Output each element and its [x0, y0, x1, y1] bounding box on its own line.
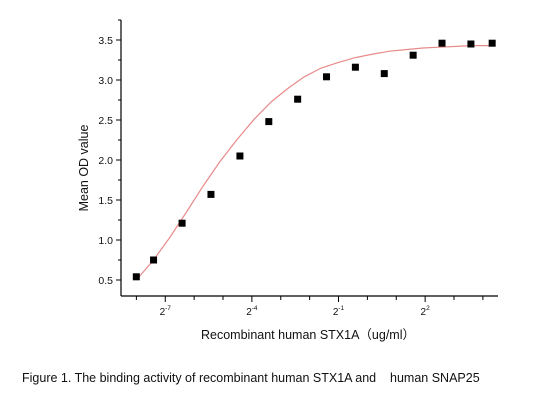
x-axis-label: Recombinant human STX1A（ug/ml） [201, 328, 415, 342]
x-tick-label: 2-1 [333, 305, 345, 318]
y-axis: 0.5 1.0 1.5 2.0 2.5 3.0 3.5 [98, 19, 122, 296]
x-axis: 2-7 2-4 2-1 22 [121, 295, 498, 318]
data-point [150, 256, 158, 264]
data-point [380, 70, 388, 78]
y-tick-label: 3.0 [98, 75, 113, 87]
chart: 0.5 1.0 1.5 2.0 2.5 3.0 3.5 2-7 2-4 2-1 22 Recomb… [77, 19, 498, 342]
data-point [236, 152, 244, 160]
figure-caption: Figure 1. The binding activity of recomb… [22, 371, 480, 385]
y-tick-label: 2.0 [98, 155, 113, 167]
y-tick-label: 0.5 [98, 275, 113, 287]
data-point [178, 219, 186, 227]
x-tick-label: 2-4 [246, 305, 258, 318]
data-point [265, 118, 273, 126]
data-point [488, 39, 496, 47]
y-tick-label: 1.0 [98, 235, 113, 247]
x-tick-label: 2-7 [160, 305, 172, 318]
plot-marks [132, 39, 496, 281]
data-point [207, 190, 215, 198]
data-point [323, 73, 331, 81]
y-tick-label: 1.5 [98, 195, 113, 207]
fit-curve [135, 45, 493, 281]
data-point [438, 39, 446, 47]
data-point [351, 63, 359, 71]
y-tick-label: 3.5 [98, 35, 113, 47]
y-axis-label: Mean OD value [77, 125, 91, 212]
data-point [467, 40, 475, 48]
data-point [132, 273, 140, 281]
data-point [294, 95, 302, 103]
y-tick-label: 2.5 [98, 115, 113, 127]
x-tick-label: 22 [421, 305, 431, 318]
data-point [409, 51, 417, 59]
